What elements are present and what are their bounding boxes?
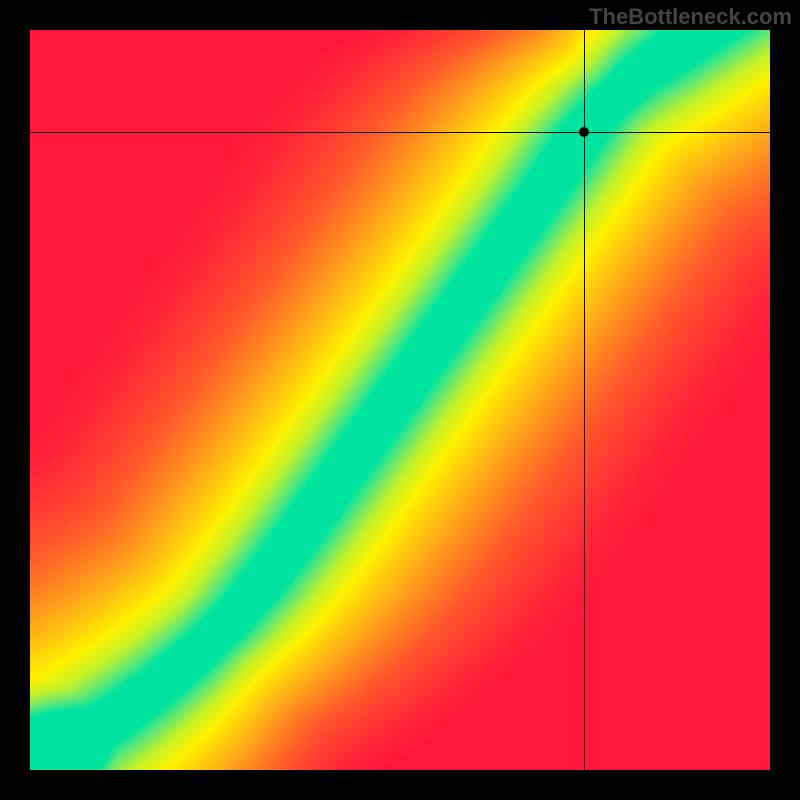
crosshair-horizontal-line xyxy=(30,132,770,133)
plot-area xyxy=(30,30,770,770)
crosshair-vertical-line xyxy=(584,30,585,770)
watermark-text: TheBottleneck.com xyxy=(589,4,792,30)
crosshair-marker-dot xyxy=(579,127,589,137)
heatmap-canvas xyxy=(30,30,770,770)
